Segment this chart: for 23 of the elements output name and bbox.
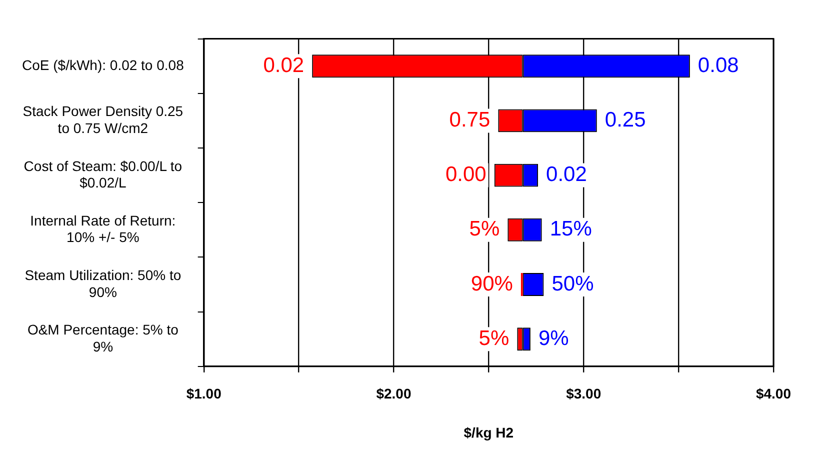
x-axis-title: $/kg H2 <box>464 424 514 440</box>
annotation: 5% <box>478 326 510 350</box>
x-tick-label: $2.00 <box>376 386 412 402</box>
annotation: 0.02 <box>546 163 587 186</box>
annotation: 9% <box>538 326 569 350</box>
y-tick-label: Steam Utilization: 50% to 90% <box>24 266 182 300</box>
y-tick-label: O&M Percentage: 5% to 9% <box>27 322 179 354</box>
annotation: 0.75 <box>449 108 490 132</box>
x-tick-label: $3.00 <box>566 386 602 402</box>
annotation: 15% <box>550 218 592 241</box>
y-tick-label: Cost of Steam: $0.00/L to $0.02/L <box>24 158 182 191</box>
y-tick-label: Stack Power Density 0.25 to 0.75 W/cm2 <box>22 103 184 136</box>
annotation: 90% <box>470 272 513 296</box>
y-tick-label: CoE ($/kWh): 0.02 to 0.08 <box>22 56 184 73</box>
annotation: 5% <box>469 218 500 241</box>
annotation: 0.02 <box>263 54 304 77</box>
annotation: 0.08 <box>698 54 739 77</box>
annotation: 0.25 <box>604 108 646 132</box>
annotation: 50% <box>552 272 594 296</box>
annotation: 0.00 <box>445 163 486 186</box>
x-tick-label: $1.00 <box>186 386 222 402</box>
x-tick-label: $4.00 <box>756 386 792 402</box>
y-tick-label: Internal Rate of Return: 10% +/- 5% <box>30 212 176 246</box>
